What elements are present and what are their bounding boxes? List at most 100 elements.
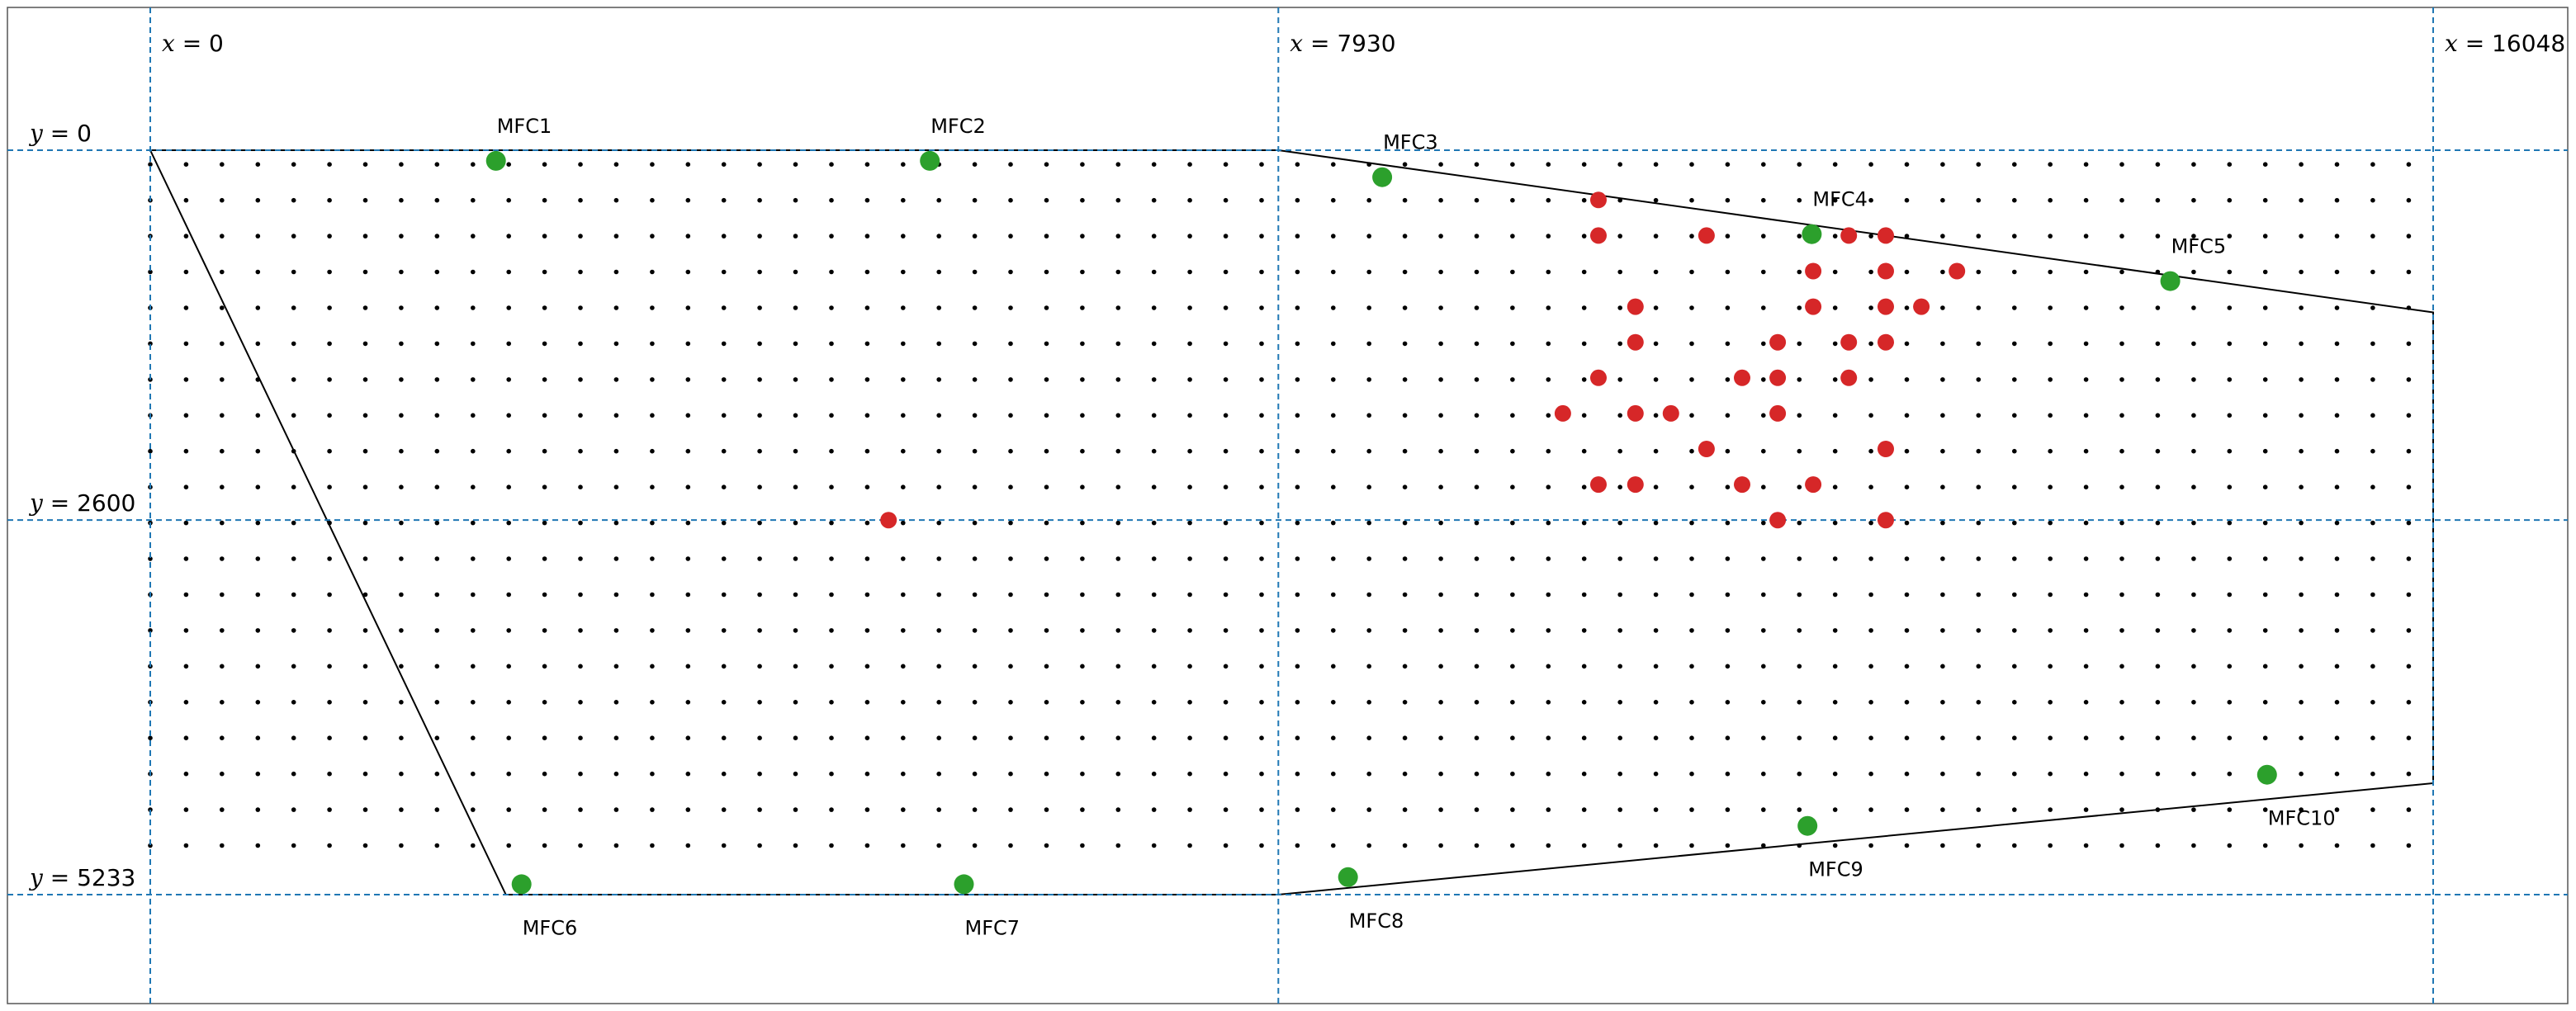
grid-point	[434, 592, 440, 598]
grid-point	[2191, 197, 2196, 203]
grid-point	[255, 628, 261, 633]
grid-point	[1653, 592, 1659, 598]
grid-point	[2406, 269, 2412, 275]
grid-point	[1868, 700, 1873, 705]
grid-point	[1008, 448, 1013, 454]
grid-point	[1510, 807, 1515, 812]
grid-point	[1223, 664, 1229, 669]
grid-point	[2155, 735, 2161, 740]
grid-point	[1008, 700, 1013, 705]
grid-point	[2227, 556, 2233, 561]
grid-point	[936, 735, 941, 740]
grid-point	[183, 305, 189, 310]
grid-point	[1832, 341, 1838, 347]
grid-point	[1868, 305, 1873, 310]
grid-point	[1510, 556, 1515, 561]
grid-point	[578, 234, 583, 239]
grid-point	[1438, 234, 1443, 239]
grid-point	[1546, 664, 1551, 669]
grid-point	[1725, 843, 1731, 848]
grid-point	[1366, 448, 1371, 454]
grid-point	[399, 197, 404, 203]
grid-point	[1617, 341, 1622, 347]
grid-point	[864, 520, 870, 526]
grid-point	[1115, 413, 1121, 418]
grid-point	[2370, 664, 2375, 669]
grid-point	[829, 735, 834, 740]
grid-point	[613, 269, 619, 275]
grid-point	[972, 234, 978, 239]
grid-point	[2191, 234, 2196, 239]
grid-point	[1725, 592, 1731, 598]
grid-point	[1725, 556, 1731, 561]
grid-point	[2191, 592, 2196, 598]
grid-point	[1008, 341, 1013, 347]
grid-point	[1761, 807, 1766, 812]
grid-point	[2083, 807, 2089, 812]
grid-point	[1008, 807, 1013, 812]
grid-point	[255, 341, 261, 347]
grid-point	[1366, 664, 1371, 669]
grid-point	[2119, 305, 2124, 310]
grid-point	[1940, 700, 1945, 705]
grid-point	[650, 197, 655, 203]
grid-point	[399, 843, 404, 848]
grid-point	[148, 735, 153, 740]
grid-point	[471, 628, 476, 633]
grid-point	[1581, 234, 1587, 239]
grid-point	[2012, 197, 2017, 203]
grid-point	[1976, 341, 1982, 347]
grid-point	[1832, 592, 1838, 598]
grid-point	[399, 448, 404, 454]
grid-point	[1080, 484, 1085, 489]
grid-point	[471, 377, 476, 382]
grid-point	[1868, 807, 1873, 812]
grid-point	[1904, 592, 1910, 598]
grid-point	[362, 520, 368, 526]
grid-point	[183, 771, 189, 777]
grid-point	[721, 197, 727, 203]
grid-point	[506, 771, 511, 777]
sensor-marker	[1797, 815, 1818, 836]
grid-point	[1151, 843, 1157, 848]
grid-point	[1904, 807, 1910, 812]
grid-point	[1976, 807, 1982, 812]
grid-point	[1402, 556, 1408, 561]
grid-point	[1904, 556, 1910, 561]
grid-point	[1044, 448, 1049, 454]
grid-point	[2191, 448, 2196, 454]
grid-point	[1187, 269, 1192, 275]
grid-point	[936, 628, 941, 633]
grid-point	[1474, 592, 1480, 598]
grid-point	[1653, 771, 1659, 777]
grid-point	[2370, 556, 2375, 561]
grid-point	[2012, 341, 2017, 347]
grid-point	[1080, 700, 1085, 705]
grid-point	[1546, 771, 1551, 777]
grid-point	[972, 377, 978, 382]
grid-point	[1510, 843, 1515, 848]
grid-point	[1832, 305, 1838, 310]
grid-point	[757, 735, 762, 740]
grid-point	[2406, 162, 2412, 167]
grid-point	[757, 843, 762, 848]
grid-point	[2012, 484, 2017, 489]
grid-point	[1402, 341, 1408, 347]
sensor-marker	[511, 874, 532, 895]
grid-point	[578, 628, 583, 633]
grid-point	[1115, 592, 1121, 598]
grid-point	[399, 592, 404, 598]
grid-point	[2262, 700, 2268, 705]
grid-point	[1510, 771, 1515, 777]
grid-point	[2012, 520, 2017, 526]
grid-point	[972, 484, 978, 489]
grid-point	[1832, 377, 1838, 382]
grid-point	[1797, 269, 1802, 275]
grid-point	[1044, 735, 1049, 740]
grid-point	[1223, 771, 1229, 777]
grid-point	[1331, 484, 1336, 489]
grid-point	[757, 807, 762, 812]
grid-point	[1151, 628, 1157, 633]
grid-point	[972, 520, 978, 526]
grid-point	[793, 556, 798, 561]
